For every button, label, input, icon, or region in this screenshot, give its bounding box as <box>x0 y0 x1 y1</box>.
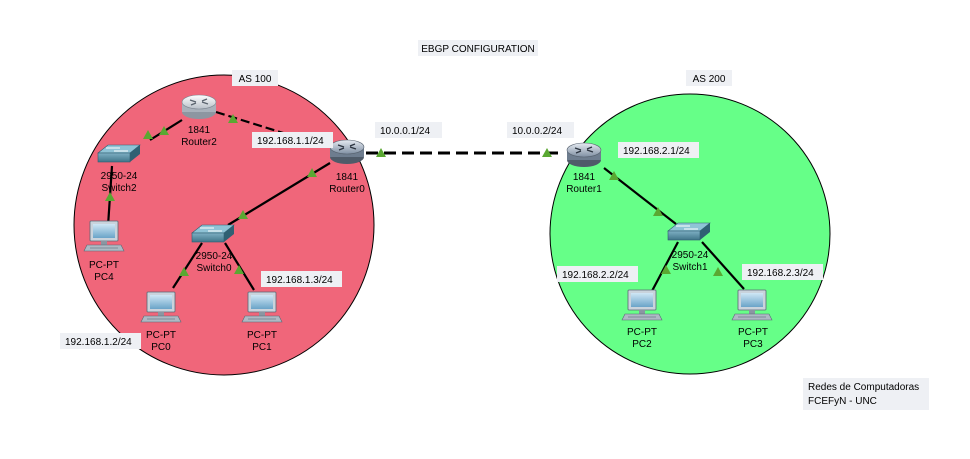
diagram-title: EBGP CONFIGURATION <box>421 44 535 55</box>
pc0-model: PC-PT <box>146 330 176 341</box>
ip-label-pc3: 192.168.2.3/24 <box>747 268 814 279</box>
router-icon <box>566 142 602 168</box>
pc3-name: PC3 <box>743 339 763 350</box>
link-switch1-pc2 <box>651 241 679 292</box>
switch1-name: Switch1 <box>672 262 707 273</box>
switch0[interactable]: 2950-24 Switch0 <box>191 224 235 274</box>
pc4-name: PC4 <box>94 272 114 283</box>
footer-line-2: FCEFyN - UNC <box>808 396 877 407</box>
switch0-name: Switch0 <box>196 263 231 274</box>
as200-label: AS 200 <box>693 74 726 85</box>
pc1-model: PC-PT <box>247 330 277 341</box>
switch1[interactable]: 2950-24 Switch1 <box>667 222 711 273</box>
ip-label-r1-lan: 192.168.2.1/24 <box>623 146 690 157</box>
link-switch1-pc3 <box>701 241 745 290</box>
as200-label-bg <box>686 70 732 86</box>
pc3[interactable]: PC-PT PC3 <box>731 289 773 350</box>
router0-name: Router0 <box>329 184 365 195</box>
router1-name: Router1 <box>566 184 602 195</box>
router2-name: Router2 <box>181 137 217 148</box>
as100-label: AS 100 <box>239 74 272 85</box>
router1-model: 1841 <box>573 172 596 183</box>
pc2-name: PC2 <box>632 339 652 350</box>
pc-icon <box>83 220 125 252</box>
pc0-name: PC0 <box>151 342 171 353</box>
pc2[interactable]: PC-PT PC2 <box>621 289 663 350</box>
footer-line-1: Redes de Computadoras <box>808 382 919 393</box>
pc0[interactable]: PC-PT PC0 <box>140 291 182 353</box>
router1[interactable]: 1841 Router1 <box>566 142 602 195</box>
as100-label-bg <box>232 70 278 86</box>
router-icon <box>329 139 365 165</box>
switch2-name: Switch2 <box>101 183 136 194</box>
router0[interactable]: 1841 Router0 <box>329 139 365 195</box>
link-switch0-pc0 <box>172 242 203 289</box>
ip-label-pc0: 192.168.1.2/24 <box>65 337 132 348</box>
switch0-model: 2950-24 <box>196 251 233 262</box>
router2-model: 1841 <box>188 125 211 136</box>
router0-model: 1841 <box>336 172 359 183</box>
ip-label-pc1: 192.168.1.3/24 <box>266 275 333 286</box>
router-icon <box>181 94 217 120</box>
ip-label-r0-lan: 192.168.1.1/24 <box>257 136 324 147</box>
pc3-model: PC-PT <box>738 327 768 338</box>
pc-icon <box>731 289 773 321</box>
ip-label-r0-wan: 10.0.0.1/24 <box>380 126 430 137</box>
ip-label-r1-wan: 10.0.0.2/24 <box>512 126 562 137</box>
switch1-model: 2950-24 <box>672 250 709 261</box>
switch2[interactable]: 2950-24 Switch2 <box>97 144 141 194</box>
pc1[interactable]: PC-PT PC1 <box>241 291 283 353</box>
footer-note-bg <box>803 378 929 410</box>
title-background <box>418 40 538 56</box>
ip-label-pc2: 192.168.2.2/24 <box>562 270 629 281</box>
pc-icon <box>621 289 663 321</box>
pc-icon <box>140 291 182 323</box>
pc-icon <box>241 291 283 323</box>
ip-labels: 192.168.1.1/24 10.0.0.1/24 10.0.0.2/24 1… <box>60 122 823 349</box>
pc1-name: PC1 <box>252 342 272 353</box>
pc4[interactable]: PC-PT PC4 <box>83 220 125 283</box>
router2[interactable]: 1841 Router2 <box>181 94 217 148</box>
pc2-model: PC-PT <box>627 327 657 338</box>
switch2-model: 2950-24 <box>101 171 138 182</box>
pc4-model: PC-PT <box>89 260 119 271</box>
